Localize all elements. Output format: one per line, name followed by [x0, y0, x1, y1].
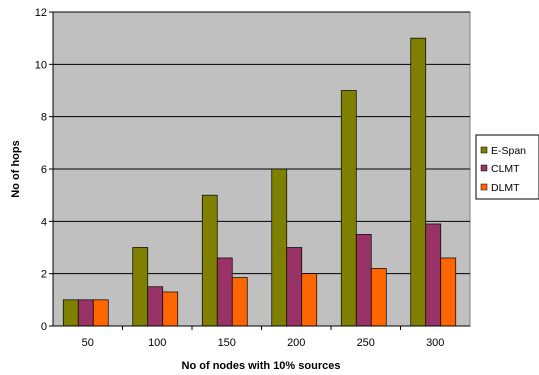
bar-dlmt-150 — [231, 277, 248, 327]
y-tick-label: 0 — [41, 321, 47, 333]
bar-dlmt-250 — [370, 268, 387, 327]
x-tick-label: 250 — [357, 337, 375, 349]
bar-e-span-100 — [132, 247, 149, 327]
gridlines — [53, 11, 470, 275]
legend-swatch-dlmt — [480, 183, 488, 191]
bar-e-span-300 — [410, 37, 427, 327]
y-tick-label: 2 — [41, 269, 47, 281]
bar-e-span-200 — [271, 168, 288, 327]
bars — [62, 37, 457, 327]
legend: E-Span CLMT DLMT — [475, 134, 539, 200]
bar-e-span-150 — [201, 194, 218, 327]
bar-clmt-250 — [355, 234, 372, 327]
bar-clmt-50 — [77, 299, 94, 327]
y-tick-label: 6 — [41, 164, 47, 176]
y-tick-label: 4 — [41, 216, 47, 228]
x-tick-labels: 50 100 150 200 250 300 — [82, 326, 444, 349]
bar-clmt-150 — [216, 257, 233, 327]
bar-dlmt-300 — [440, 257, 457, 327]
x-tick-label: 50 — [82, 337, 94, 349]
y-axis-title: No of hops — [10, 140, 22, 197]
bar-clmt-300 — [425, 223, 442, 327]
y-tick-labels: 0 2 4 6 8 10 12 — [35, 7, 53, 333]
bar-dlmt-50 — [92, 299, 109, 327]
bar-dlmt-100 — [162, 291, 179, 327]
legend-swatch-clmt — [480, 164, 488, 172]
x-tick-label: 150 — [218, 337, 236, 349]
x-tick-label: 200 — [287, 337, 305, 349]
bar-clmt-100 — [147, 286, 164, 327]
y-tick-label: 10 — [35, 59, 47, 71]
y-tick-label: 8 — [41, 112, 47, 124]
legend-swatch-e-span — [480, 146, 488, 154]
y-tick-label: 12 — [35, 7, 47, 19]
bar-dlmt-200 — [301, 273, 318, 327]
legend-label-e-span: E-Span — [491, 145, 526, 157]
legend-label-dlmt: DLMT — [491, 182, 520, 194]
bar-e-span-250 — [340, 90, 357, 327]
x-tick-label: 300 — [426, 337, 444, 349]
legend-label-clmt: CLMT — [491, 163, 520, 175]
x-tick-label: 100 — [148, 337, 166, 349]
x-axis-title: No of nodes with 10% sources — [182, 360, 341, 372]
bar-e-span-50 — [62, 299, 79, 327]
bar-clmt-200 — [286, 247, 303, 327]
